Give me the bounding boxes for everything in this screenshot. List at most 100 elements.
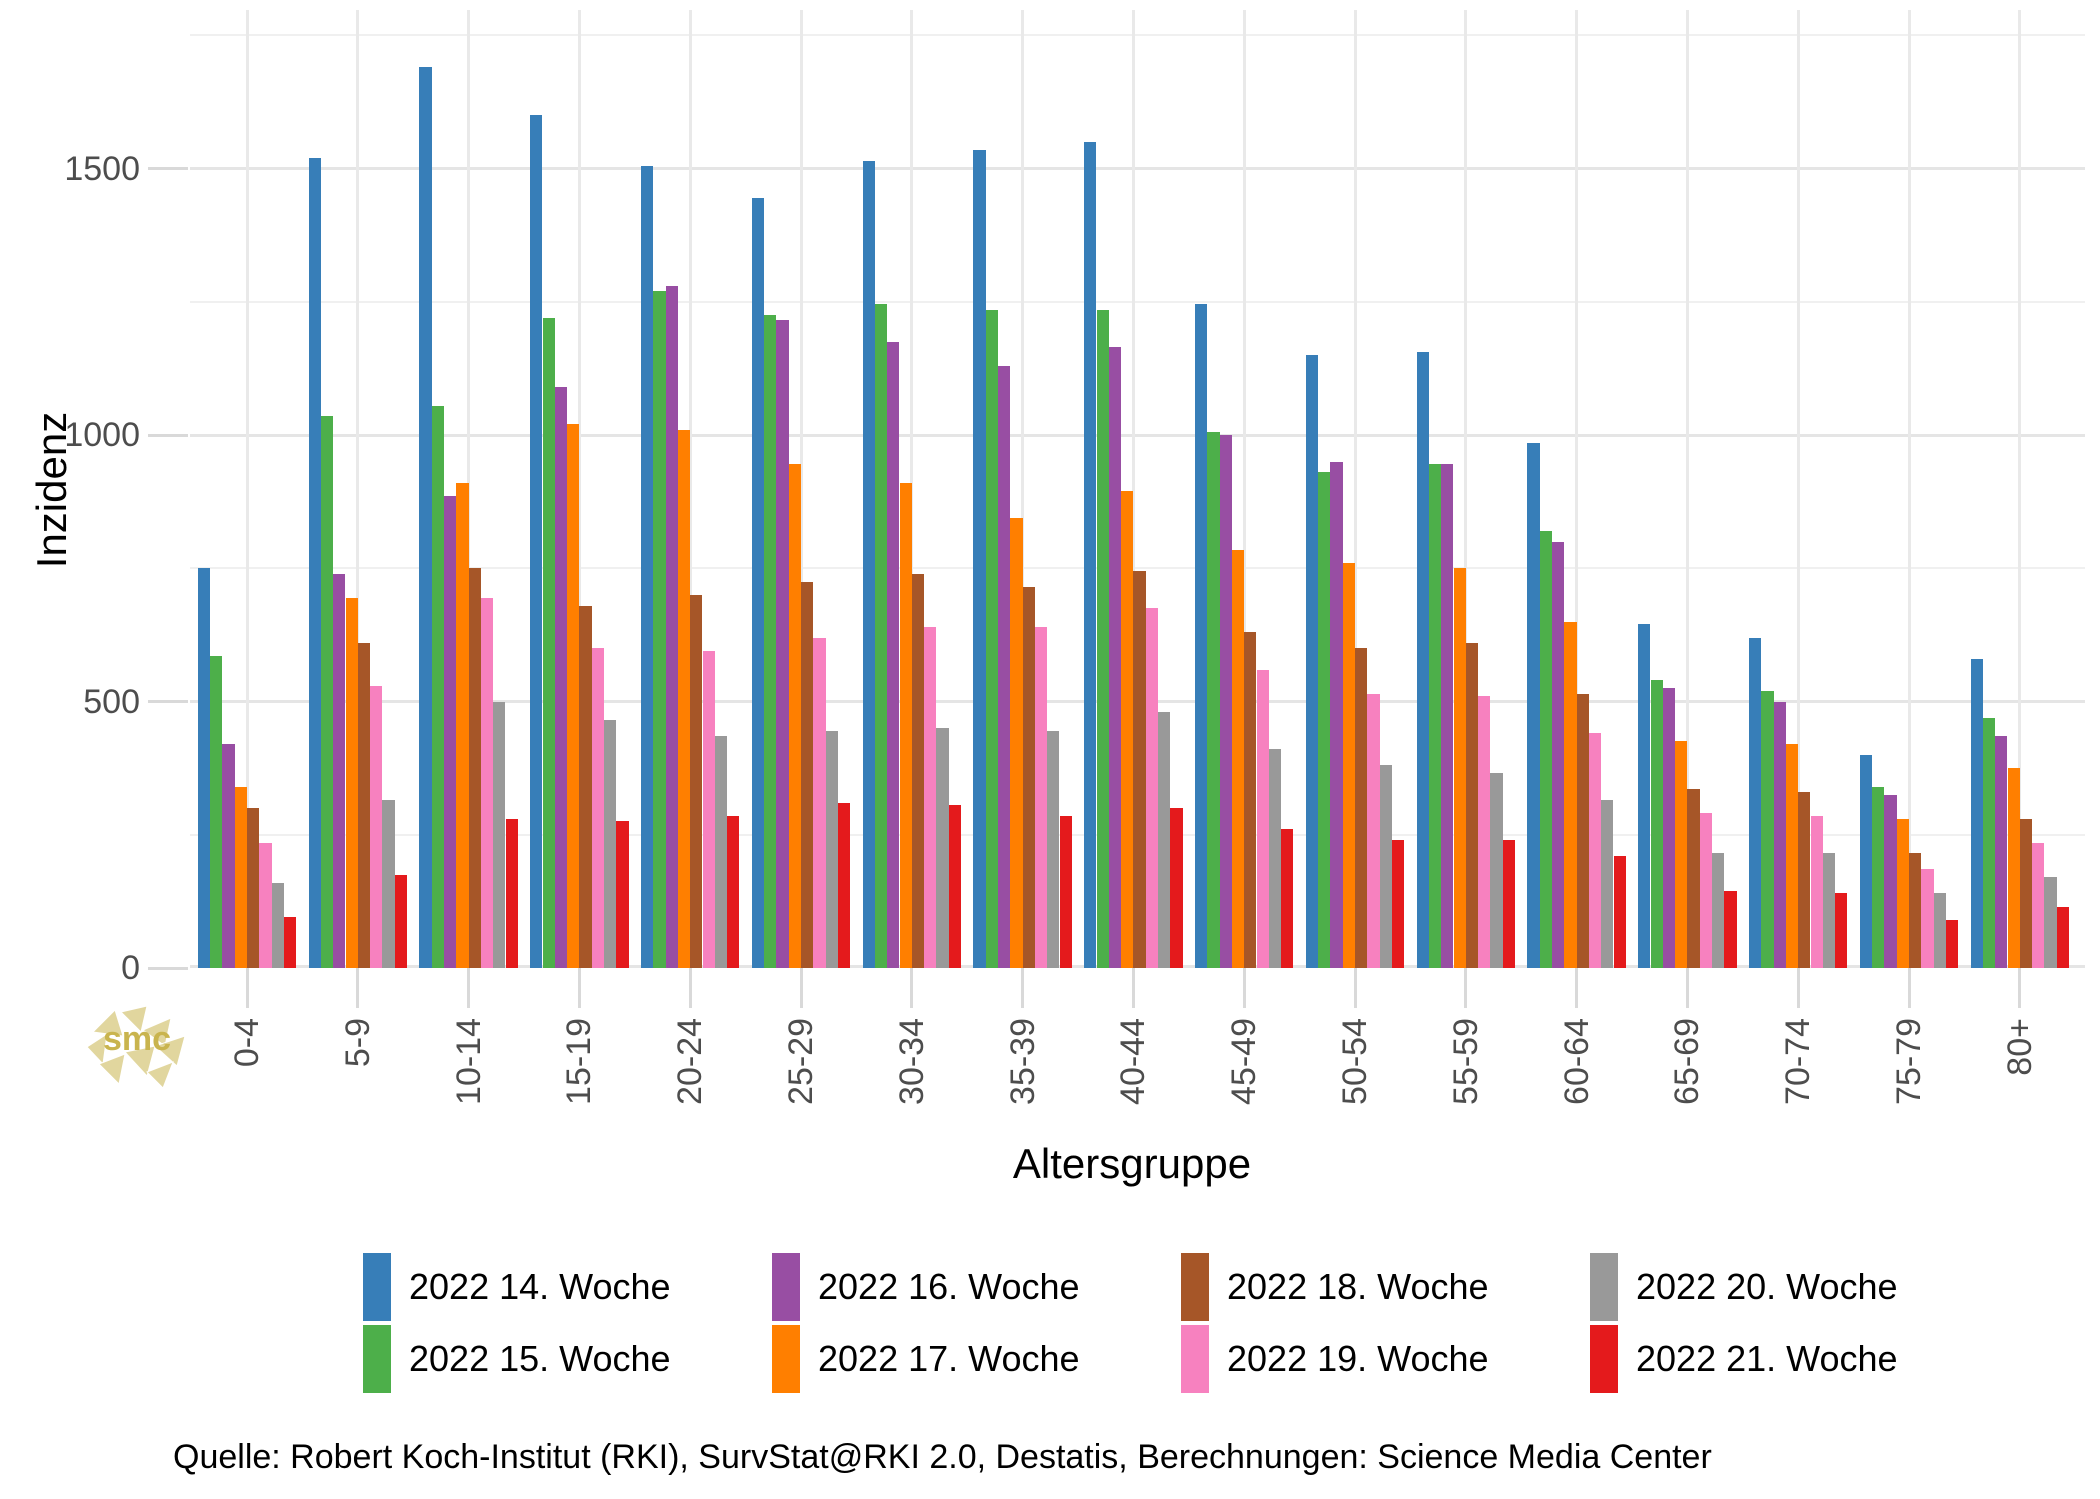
y-tick-mark	[148, 966, 188, 970]
x-tick-mark	[1575, 968, 1579, 1008]
vertical-gridline	[1575, 10, 1579, 968]
bar-25-29-2022-18-Woche	[801, 581, 814, 968]
bar-0-4-2022-20-Woche	[271, 882, 284, 968]
x-tick-label: 65-69	[1668, 1018, 1707, 1105]
bar-10-14-2022-17-Woche	[456, 482, 469, 968]
x-tick-mark	[467, 968, 471, 1008]
bar-30-34-2022-15-Woche	[874, 304, 888, 968]
bar-20-24-2022-16-Woche	[665, 285, 678, 968]
y-tick-mark	[148, 700, 188, 703]
bar-0-4-2022-14-Woche	[197, 568, 211, 968]
bar-60-64-2022-18-Woche	[1576, 693, 1589, 968]
x-tick-mark	[1907, 968, 1911, 1008]
x-tick-label: 55-59	[1446, 1018, 1485, 1105]
bar-40-44-2022-20-Woche	[1158, 712, 1171, 968]
bar-5-9-2022-20-Woche	[382, 800, 395, 968]
bar-80+-2022-15-Woche	[1982, 717, 1996, 968]
vertical-gridline	[245, 10, 249, 968]
bar-30-34-2022-16-Woche	[887, 341, 900, 968]
bar-55-59-2022-16-Woche	[1441, 464, 1454, 968]
bar-75-79-2022-14-Woche	[1859, 754, 1873, 968]
bar-35-39-2022-17-Woche	[1010, 517, 1023, 968]
bar-40-44-2022-17-Woche	[1121, 490, 1134, 968]
x-tick-mark	[1021, 968, 1025, 1008]
logo-shard	[120, 1005, 148, 1033]
legend-key-2022-15-Woche	[363, 1325, 391, 1393]
bar-75-79-2022-21-Woche	[1945, 920, 1959, 968]
legend-key-2022-19-Woche	[1181, 1325, 1209, 1393]
bar-10-14-2022-14-Woche	[419, 67, 432, 968]
y-tick-label: 1500	[64, 149, 140, 188]
bar-5-9-2022-17-Woche	[345, 597, 358, 968]
source-credit: Quelle: Robert Koch-Institut (RKI), Surv…	[173, 1438, 1712, 1476]
bar-65-69-2022-14-Woche	[1638, 624, 1651, 968]
bar-65-69-2022-15-Woche	[1650, 680, 1663, 968]
bar-75-79-2022-18-Woche	[1909, 853, 1922, 968]
bar-25-29-2022-21-Woche	[837, 802, 851, 968]
bar-20-24-2022-18-Woche	[690, 594, 703, 968]
bar-80+-2022-14-Woche	[1970, 658, 1983, 968]
bar-10-14-2022-15-Woche	[431, 405, 444, 968]
x-tick-label: 20-24	[671, 1018, 710, 1105]
bar-30-34-2022-18-Woche	[911, 573, 925, 968]
bar-0-4-2022-18-Woche	[247, 808, 260, 968]
bar-35-39-2022-15-Woche	[985, 309, 998, 968]
legend-label: 2022 19. Woche	[1227, 1338, 1489, 1379]
legend-label: 2022 20. Woche	[1636, 1266, 1898, 1307]
smc-logo-text: smc	[103, 1020, 171, 1058]
bar-35-39-2022-20-Woche	[1047, 730, 1060, 968]
bar-60-64-2022-20-Woche	[1601, 800, 1614, 968]
x-tick-label: 15-19	[560, 1018, 599, 1105]
bar-45-49-2022-17-Woche	[1231, 549, 1245, 968]
bar-80+-2022-17-Woche	[2007, 768, 2020, 968]
bar-70-74-2022-20-Woche	[1822, 853, 1836, 968]
bar-75-79-2022-19-Woche	[1921, 869, 1934, 968]
bar-50-54-2022-15-Woche	[1318, 472, 1331, 968]
bar-10-14-2022-20-Woche	[493, 701, 506, 968]
bar-40-44-2022-21-Woche	[1170, 808, 1183, 968]
legend-key-2022-17-Woche	[772, 1325, 800, 1393]
legend-label: 2022 21. Woche	[1636, 1338, 1898, 1379]
bar-75-79-2022-16-Woche	[1884, 794, 1897, 968]
x-tick-label: 60-64	[1557, 1018, 1596, 1105]
x-tick-label: 75-79	[1890, 1018, 1928, 1105]
bar-50-54-2022-19-Woche	[1367, 693, 1380, 968]
vertical-gridline	[356, 10, 360, 968]
bar-60-64-2022-17-Woche	[1564, 621, 1577, 968]
bar-35-39-2022-16-Woche	[998, 365, 1011, 968]
bar-70-74-2022-14-Woche	[1749, 637, 1762, 968]
bar-5-9-2022-14-Woche	[308, 157, 321, 968]
bar-20-24-2022-15-Woche	[653, 291, 666, 968]
bar-15-19-2022-15-Woche	[542, 317, 555, 968]
smc-logo: smc	[86, 1005, 186, 1089]
bar-75-79-2022-15-Woche	[1872, 786, 1885, 968]
bar-0-4-2022-15-Woche	[210, 656, 223, 968]
bar-10-14-2022-18-Woche	[468, 568, 481, 968]
x-tick-mark	[2018, 968, 2022, 1008]
x-tick-mark	[1685, 968, 1689, 1008]
bar-60-64-2022-15-Woche	[1539, 530, 1552, 968]
bar-15-19-2022-14-Woche	[530, 115, 543, 968]
y-tick-mark	[148, 167, 188, 170]
vertical-gridline	[467, 10, 471, 968]
vertical-gridline	[910, 10, 914, 968]
bar-60-64-2022-16-Woche	[1552, 541, 1565, 968]
bar-25-29-2022-14-Woche	[751, 197, 765, 968]
bar-0-4-2022-16-Woche	[222, 744, 235, 968]
bar-70-74-2022-18-Woche	[1798, 792, 1811, 968]
bar-35-39-2022-18-Woche	[1022, 586, 1035, 968]
major-gridline	[190, 167, 2085, 170]
bar-60-64-2022-19-Woche	[1588, 733, 1602, 968]
bar-45-49-2022-21-Woche	[1281, 829, 1294, 968]
bar-80+-2022-19-Woche	[2032, 842, 2045, 968]
bar-20-24-2022-14-Woche	[641, 165, 654, 968]
vertical-gridline	[1353, 10, 1357, 968]
bar-70-74-2022-21-Woche	[1835, 893, 1848, 968]
legend-label: 2022 14. Woche	[409, 1266, 671, 1307]
vertical-gridline	[577, 10, 581, 968]
bar-30-34-2022-14-Woche	[862, 160, 875, 968]
bar-15-19-2022-20-Woche	[604, 720, 617, 968]
bar-50-54-2022-14-Woche	[1305, 355, 1319, 968]
minor-gridline	[190, 300, 2085, 303]
